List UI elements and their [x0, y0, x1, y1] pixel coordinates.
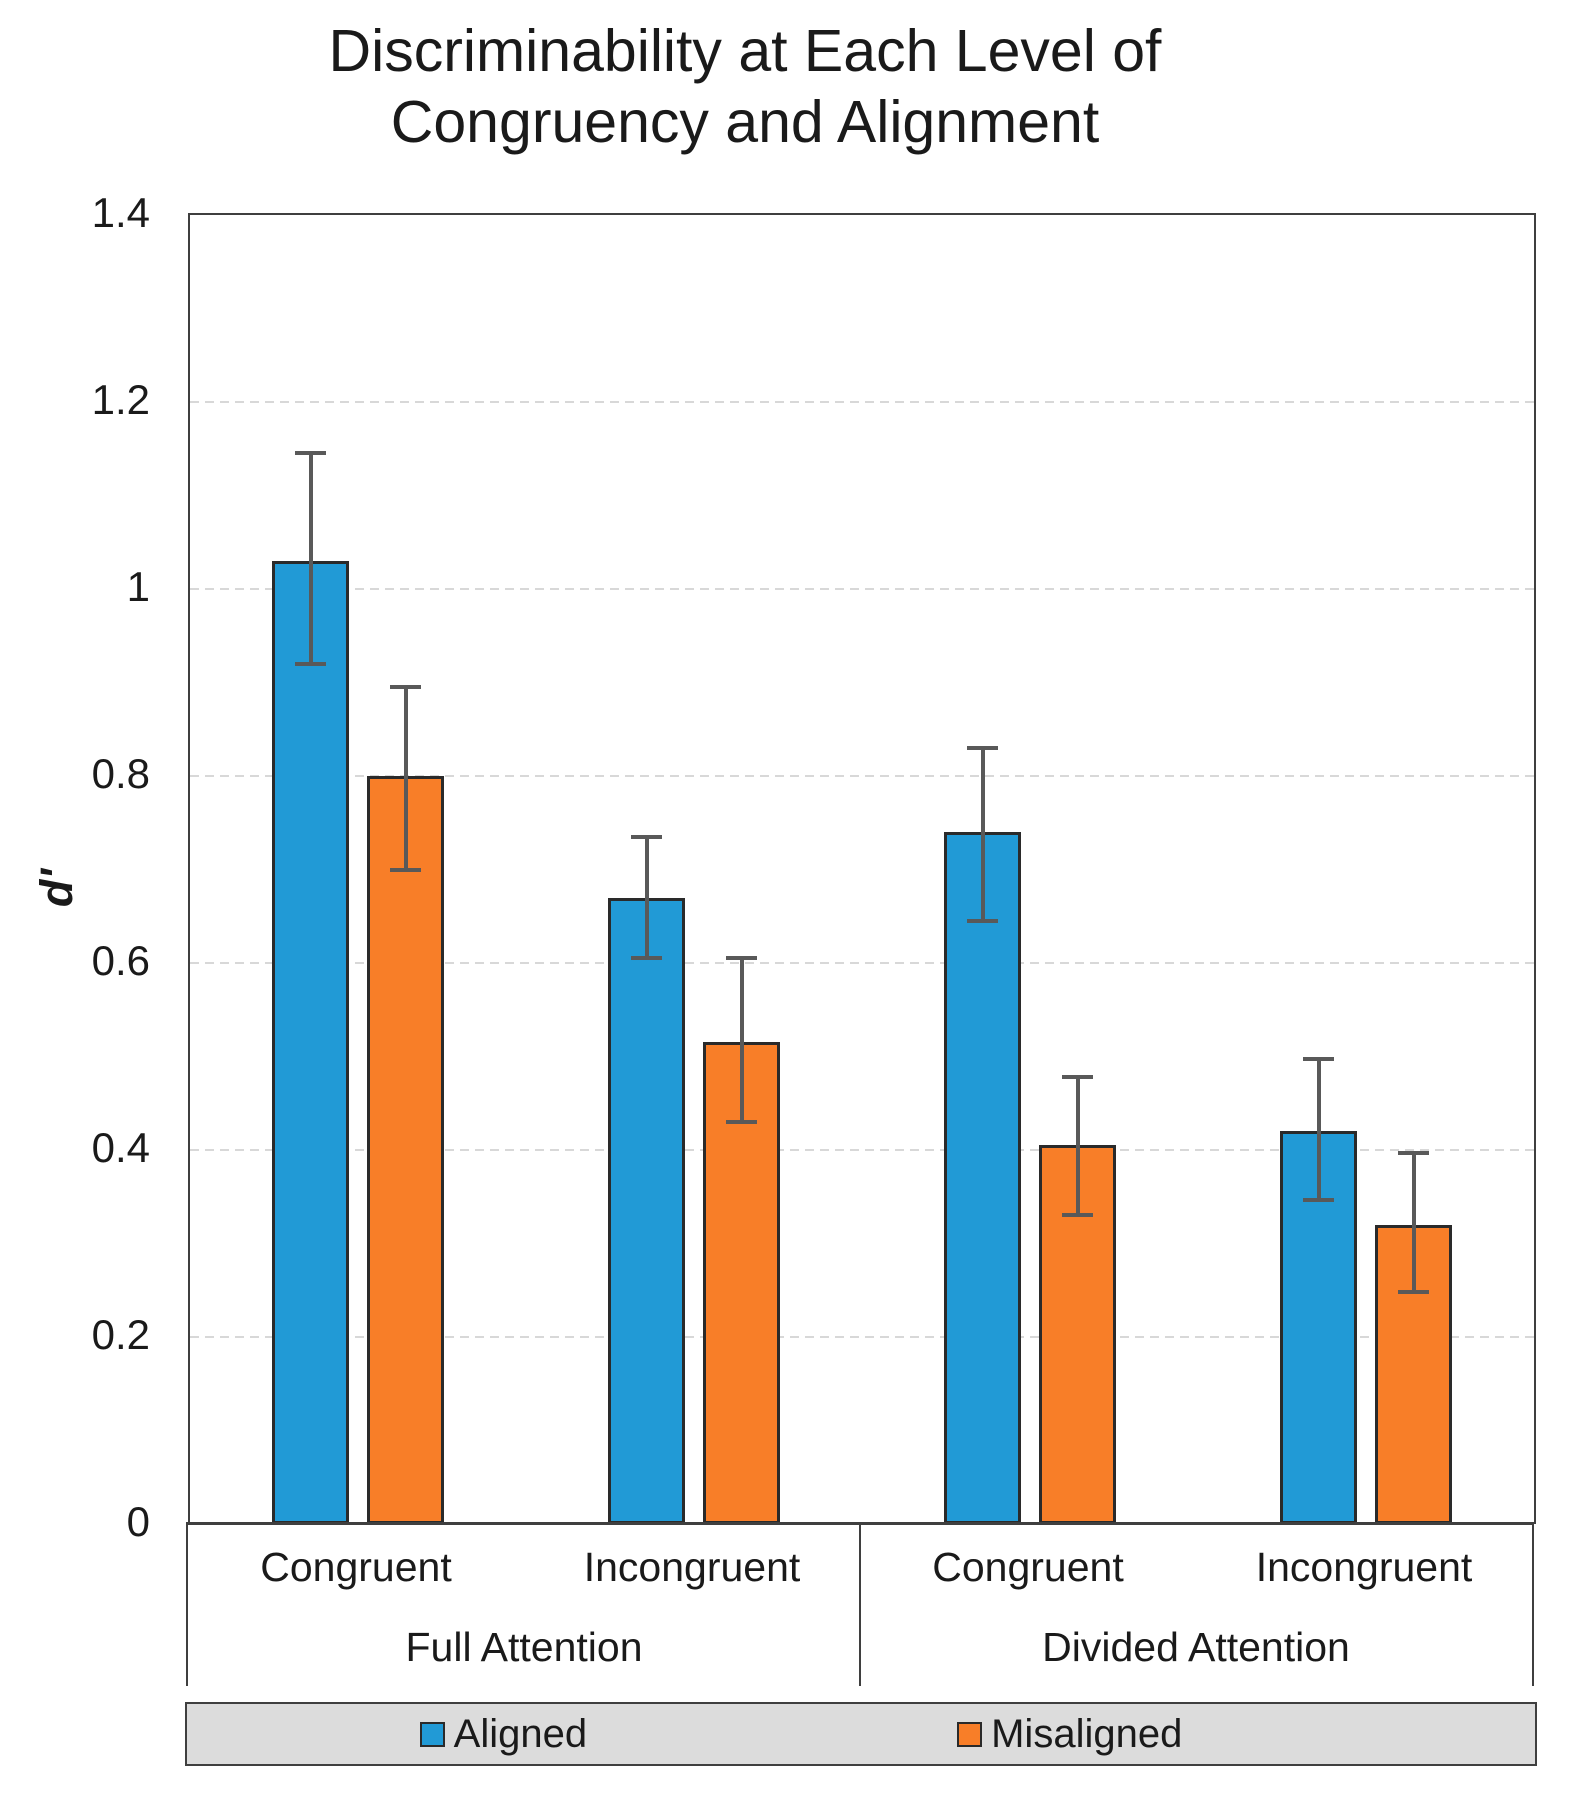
- error-bar: [1075, 1077, 1080, 1216]
- legend-item-misaligned: Misaligned: [957, 1712, 1182, 1757]
- attention-label-row: Full Attention Divided Attention: [188, 1609, 1532, 1686]
- legend-swatch-aligned-icon: [419, 1721, 445, 1747]
- legend-label-misaligned: Misaligned: [991, 1711, 1183, 1756]
- error-bar-cap: [1303, 1057, 1334, 1062]
- gridline: [190, 588, 1534, 590]
- x-axis-label-table: Congruent Incongruent Congruent Incongru…: [186, 1525, 1534, 1686]
- error-bar-cap: [726, 956, 757, 961]
- plot-area: [188, 213, 1536, 1524]
- bar-aligned-divided-attention-congruent: [944, 832, 1021, 1524]
- y-tick-label: 0.6: [91, 937, 150, 984]
- category-label-da-congruent: Congruent: [932, 1543, 1124, 1590]
- error-bar-cap: [390, 867, 421, 872]
- category-label-fa-incongruent: Incongruent: [583, 1543, 801, 1590]
- error-bar-cap: [390, 685, 421, 690]
- gridline: [190, 401, 1534, 403]
- error-bar: [403, 687, 408, 870]
- error-bar-cap: [295, 661, 326, 666]
- legend-item-aligned: Aligned: [419, 1711, 588, 1757]
- error-bar-cap: [967, 918, 998, 923]
- error-bar-cap: [1062, 1213, 1093, 1218]
- legend-swatch-misaligned-icon: [957, 1721, 983, 1747]
- error-bar-cap: [1062, 1075, 1093, 1080]
- error-bar-cap: [1398, 1290, 1429, 1295]
- category-label-fa-congruent: Congruent: [260, 1543, 452, 1590]
- chart-title: Discriminability at Each Level of Congru…: [0, 16, 1490, 158]
- error-bar-cap: [295, 451, 326, 456]
- bar-misaligned-full-attention-congruent: [367, 776, 444, 1524]
- group-label-full-attention: Full Attention: [405, 1624, 643, 1670]
- category-label-da-incongruent: Incongruent: [1255, 1543, 1473, 1590]
- y-tick-label: 0.8: [91, 750, 150, 797]
- legend-label-aligned: Aligned: [453, 1711, 588, 1756]
- error-bar-cap: [726, 1119, 757, 1124]
- error-bar-cap: [1303, 1197, 1334, 1202]
- y-tick-label: 0.2: [91, 1311, 150, 1358]
- group-label-divided-attention: Divided Attention: [1042, 1624, 1350, 1670]
- y-tick-label: 1.2: [91, 376, 150, 423]
- error-bar: [644, 836, 649, 959]
- attention-group-divider: [859, 1525, 861, 1686]
- gridline: [190, 962, 1534, 964]
- x-axis-line: [186, 1522, 1534, 1525]
- error-bar-cap: [967, 745, 998, 750]
- error-bar: [1316, 1059, 1321, 1200]
- gridline: [190, 1336, 1534, 1338]
- y-tick-label: 0: [126, 1498, 150, 1545]
- gridline: [190, 1149, 1534, 1151]
- chart-title-line2: Congruency and Alignment: [390, 89, 1100, 155]
- legend-items: Aligned Misaligned: [419, 1711, 1182, 1757]
- error-bar: [308, 453, 313, 664]
- bar-aligned-full-attention-incongruent: [608, 897, 685, 1524]
- error-bar-cap: [631, 834, 662, 839]
- y-tick-label: 1: [126, 563, 150, 610]
- error-bar-cap: [1398, 1150, 1429, 1155]
- error-bar: [739, 958, 744, 1122]
- y-tick-label: 1.4: [91, 189, 150, 236]
- error-bar-cap: [631, 956, 662, 961]
- error-bar: [980, 747, 985, 921]
- bar-aligned-divided-attention-incongruent: [1280, 1131, 1357, 1524]
- chart-title-line1: Discriminability at Each Level of: [328, 18, 1162, 84]
- category-label-row: Congruent Incongruent Congruent Incongru…: [188, 1525, 1532, 1609]
- legend: Aligned Misaligned: [185, 1702, 1537, 1766]
- y-axis-title: d': [31, 868, 82, 908]
- bar-aligned-full-attention-congruent: [272, 560, 349, 1524]
- error-bar: [1411, 1152, 1416, 1293]
- y-tick-label: 0.4: [91, 1124, 150, 1171]
- gridline: [190, 775, 1534, 777]
